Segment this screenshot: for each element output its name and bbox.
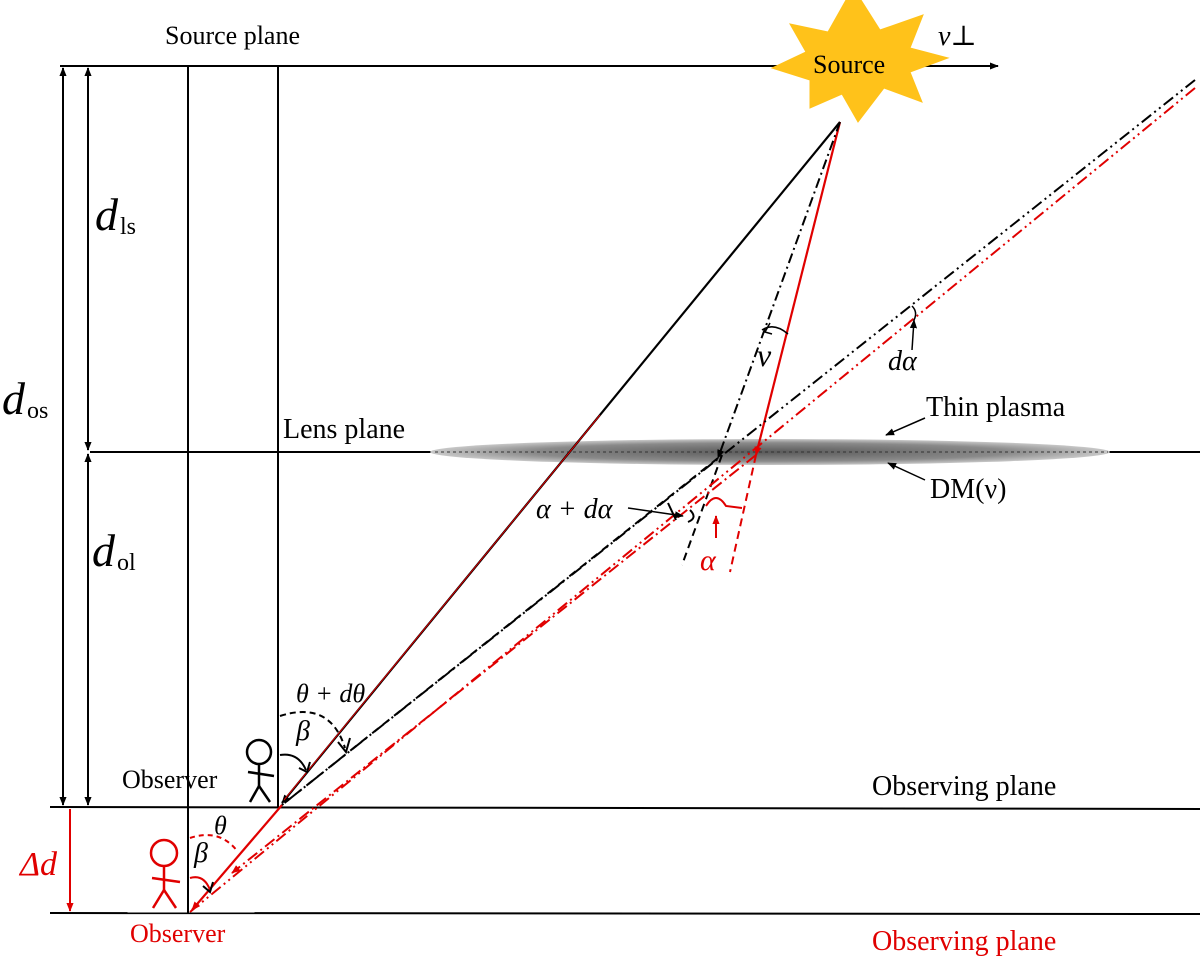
- d-alpha-tick: [911, 305, 917, 321]
- alpha-dalpha-bracket: [667, 502, 695, 523]
- d-ls-label: dls: [95, 189, 136, 240]
- ray-black-dashdot-long: [281, 79, 1196, 806]
- d-ol-main: d: [92, 525, 116, 576]
- source-plane-label: Source plane: [165, 21, 300, 50]
- theta-dtheta-arrowhead: [337, 737, 351, 755]
- alpha-plus-dalpha-label: α + dα: [536, 494, 614, 525]
- delta-d-label: Δd: [18, 846, 58, 883]
- source-burst: [770, 0, 950, 123]
- beta-lower-arrowhead: [202, 881, 214, 894]
- alpha-dalpha-pointer: [627, 507, 684, 519]
- d-os-sub: os: [27, 398, 48, 424]
- observing-plane-lower-label: Observing plane: [872, 926, 1056, 957]
- observer-upper-figure: [245, 738, 275, 803]
- ray-black-dashdot-source: [717, 121, 841, 459]
- ray-black-dashed-below-lens: [681, 454, 723, 566]
- theta-lower-label: θ: [214, 811, 227, 840]
- observing-plane-upper-line: [49, 806, 1200, 810]
- observing-plane-lower-line: [49, 912, 1200, 915]
- dm-nu-label: DM(ν): [930, 474, 1006, 505]
- theta-dtheta-label: θ + dθ: [296, 679, 365, 708]
- ray-red-dashdot-to-observer: [231, 454, 757, 874]
- observer-lower-label: Observer: [130, 919, 226, 948]
- dm-pointer: [887, 462, 926, 481]
- ray-black-dashed-to-observer: [281, 457, 719, 806]
- lens-plane-label: Lens plane: [283, 414, 405, 445]
- nu-label: ν: [757, 337, 772, 373]
- d-ls-sub: ls: [120, 214, 136, 240]
- thin-plasma-pointer: [885, 417, 926, 436]
- source-label: Source: [813, 50, 885, 79]
- theta-dtheta-arc: [279, 711, 346, 749]
- observer-upper-label: Observer: [122, 765, 218, 794]
- v-perp-label: v⊥: [938, 21, 977, 52]
- d-os-label: dos: [2, 373, 48, 424]
- observer-lower-figure: [149, 838, 181, 909]
- d-ol-label: dol: [92, 525, 136, 576]
- ray-main-red-overlay: [283, 414, 601, 801]
- nu-arrowhead: [763, 322, 773, 335]
- beta-upper-arrowhead: [298, 761, 311, 774]
- theta-lower-arc: [189, 834, 239, 853]
- beta-upper-label: β: [295, 716, 310, 747]
- d-ls-main: d: [95, 189, 119, 240]
- d-ol-sub: ol: [117, 550, 136, 576]
- d-alpha-pointer: [909, 319, 918, 351]
- alpha-label: α: [700, 544, 717, 577]
- nu-arc: [761, 326, 789, 335]
- d-os-main: d: [2, 373, 26, 424]
- ray-red-source-to-lens: [754, 121, 842, 456]
- beta-lower-label: β: [193, 838, 208, 869]
- thin-plasma-label: Thin plasma: [926, 392, 1066, 423]
- ray-red-dashdot-long: [189, 87, 1196, 913]
- beta-lower-arc: [189, 876, 211, 891]
- d-alpha-label: dα: [888, 346, 918, 377]
- observing-plane-upper-label: Observing plane: [872, 771, 1056, 802]
- ray-red-to-lower-observer: [191, 804, 283, 911]
- beta-upper-arc: [279, 753, 307, 771]
- thin-plasma: [430, 439, 1110, 465]
- alpha-bracket: [705, 497, 743, 509]
- ray-red-dashed-below-lens: [729, 454, 757, 573]
